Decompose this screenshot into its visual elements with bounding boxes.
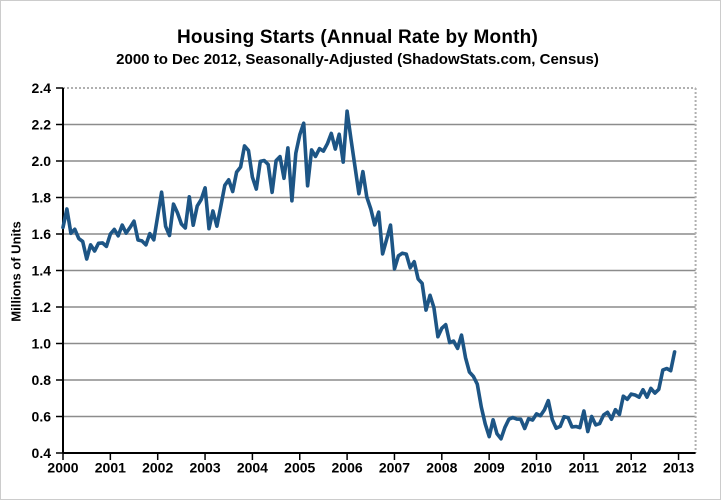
x-tick-label: 2001	[95, 460, 126, 476]
y-tick-label: 1.0	[32, 336, 52, 352]
x-tick-label: 2010	[521, 460, 552, 476]
y-tick-label: 2.0	[32, 153, 52, 169]
chart-title: Housing Starts (Annual Rate by Month)	[176, 27, 538, 48]
data-line	[61, 109, 677, 441]
y-tick-label: 2.4	[32, 80, 52, 96]
chart-subtitle: 2000 to Dec 2012, Seasonally-Adjusted (S…	[116, 51, 599, 68]
x-tick-label: 2004	[237, 460, 268, 476]
y-tick-label: 2.2	[32, 117, 52, 133]
y-tick-label: 1.4	[32, 263, 52, 279]
x-tick-label: 2007	[379, 460, 410, 476]
y-tick-label: 1.8	[32, 190, 52, 206]
x-tick-label: 2011	[569, 460, 600, 476]
y-tick-label: 0.6	[32, 409, 52, 425]
y-tick-label: 0.4	[32, 445, 52, 461]
x-tick-label: 2009	[474, 460, 505, 476]
x-tick-label: 2005	[284, 460, 315, 476]
x-tick-label: 2002	[142, 460, 173, 476]
y-tick-label: 0.8	[32, 372, 52, 388]
y-tick-label: 1.2	[32, 299, 52, 315]
x-tick-label: 2003	[189, 460, 220, 476]
x-tick-label: 2012	[616, 460, 647, 476]
x-tick-label: 2013	[663, 460, 694, 476]
x-tick-label: 2000	[47, 460, 78, 476]
x-tick-label: 2006	[332, 460, 363, 476]
x-tick-label: 2008	[426, 460, 457, 476]
y-tick-label: 1.6	[32, 226, 52, 242]
